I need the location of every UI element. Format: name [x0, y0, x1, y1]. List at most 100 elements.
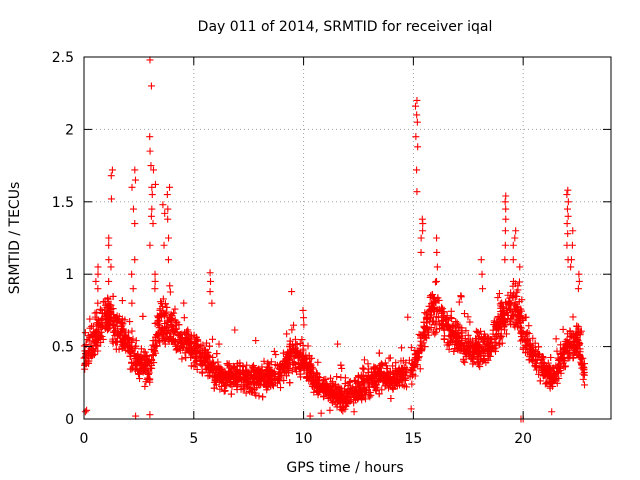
data-point	[529, 334, 537, 342]
data-point	[147, 345, 155, 353]
data-point	[119, 326, 127, 334]
data-point	[433, 325, 441, 333]
data-point	[421, 309, 429, 317]
data-point	[147, 162, 155, 170]
data-point	[310, 371, 318, 379]
data-point	[466, 318, 474, 326]
data-point	[391, 378, 399, 386]
data-point	[242, 389, 250, 397]
data-point	[563, 341, 571, 349]
data-point	[285, 352, 293, 360]
data-point	[461, 310, 469, 318]
data-point	[149, 351, 157, 359]
data-point	[567, 256, 575, 264]
data-point	[151, 285, 159, 293]
data-point	[206, 269, 214, 277]
data-point	[203, 339, 211, 347]
data-point	[161, 209, 169, 217]
data-point	[226, 364, 234, 372]
data-point	[254, 375, 262, 383]
data-point	[175, 321, 183, 329]
data-point	[565, 347, 573, 355]
data-point	[337, 361, 345, 369]
data-point	[290, 321, 298, 329]
data-point	[580, 368, 588, 376]
data-point	[300, 314, 308, 322]
data-point	[106, 309, 114, 317]
x-tick-label: 5	[189, 431, 198, 447]
data-point	[267, 358, 275, 366]
data-point	[364, 375, 372, 383]
data-point	[146, 147, 154, 155]
data-point	[368, 374, 376, 382]
data-point	[527, 351, 535, 359]
data-point	[257, 376, 265, 384]
data-point	[475, 335, 483, 343]
data-point	[135, 358, 143, 366]
data-point	[366, 389, 374, 397]
data-point	[342, 397, 350, 405]
data-point	[125, 334, 133, 342]
data-point	[107, 263, 115, 271]
data-point	[185, 337, 193, 345]
data-point	[255, 392, 263, 400]
data-point	[498, 299, 506, 307]
data-point	[203, 354, 211, 362]
data-point	[91, 328, 99, 336]
data-point	[131, 176, 139, 184]
data-point	[326, 406, 334, 414]
data-point	[110, 321, 118, 329]
data-point	[117, 319, 125, 327]
data-point	[165, 234, 173, 242]
data-point	[563, 205, 571, 213]
data-point	[291, 348, 299, 356]
data-point	[300, 321, 308, 329]
data-point	[153, 319, 161, 327]
data-point	[479, 285, 487, 293]
data-point	[173, 325, 181, 333]
data-point	[166, 288, 174, 296]
data-point	[111, 314, 119, 322]
data-point	[502, 192, 510, 200]
data-point	[128, 270, 136, 278]
data-point	[262, 370, 270, 378]
data-point	[164, 256, 172, 264]
data-point	[161, 324, 169, 332]
y-tick-label: 2	[65, 122, 74, 138]
data-point	[169, 336, 177, 344]
data-point	[575, 277, 583, 285]
data-point	[161, 336, 169, 344]
data-point	[206, 288, 214, 296]
data-point	[569, 338, 577, 346]
data-point	[457, 292, 465, 300]
data-point	[375, 390, 383, 398]
data-point	[93, 320, 101, 328]
data-point	[416, 365, 424, 373]
data-point	[192, 334, 200, 342]
data-point	[209, 335, 217, 343]
data-point	[232, 374, 240, 382]
data-point	[251, 389, 259, 397]
data-point	[119, 339, 127, 347]
data-point	[407, 344, 415, 352]
data-point	[146, 133, 154, 141]
data-point	[375, 349, 383, 357]
data-point	[535, 364, 543, 372]
data-point	[578, 361, 586, 369]
data-point	[431, 278, 439, 286]
data-point	[492, 322, 500, 330]
data-point	[185, 345, 193, 353]
data-point	[116, 334, 124, 342]
data-point	[170, 309, 178, 317]
data-point	[81, 360, 89, 368]
data-point	[444, 323, 452, 331]
data-point	[433, 277, 441, 285]
data-point	[101, 312, 109, 320]
data-point	[149, 341, 157, 349]
data-point	[515, 311, 523, 319]
data-point	[148, 191, 156, 199]
data-point	[129, 335, 137, 343]
data-point	[519, 345, 527, 353]
data-point	[115, 345, 123, 353]
data-point	[503, 330, 511, 338]
